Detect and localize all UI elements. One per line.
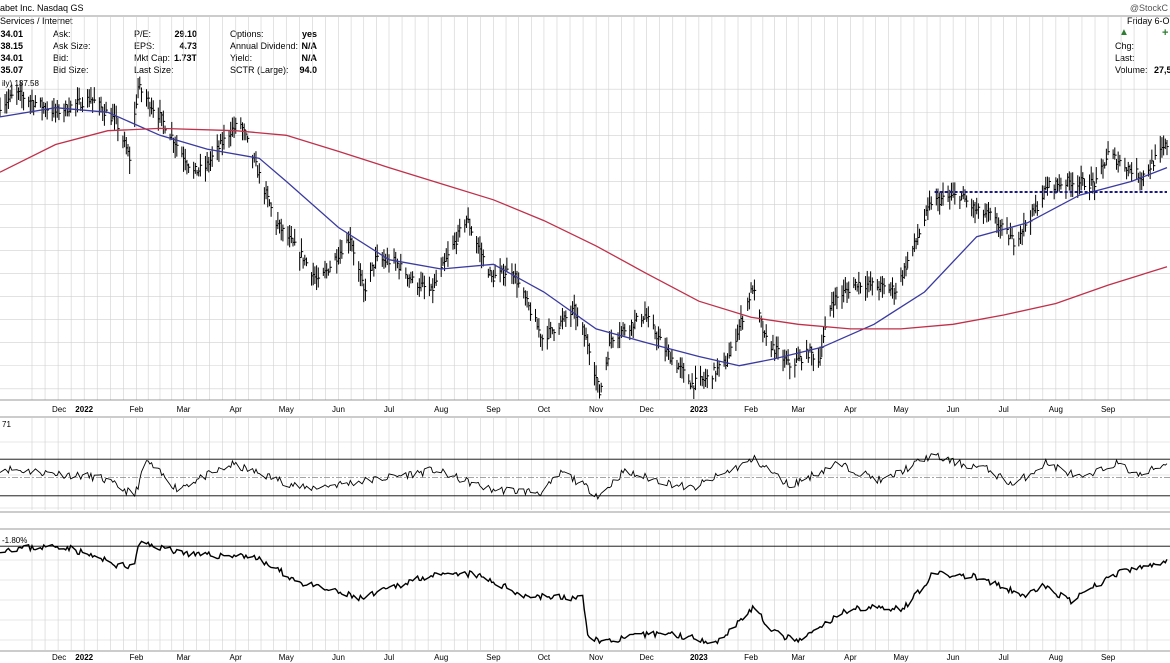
- options-label: Annual Dividend:: [230, 41, 299, 51]
- x-tick-label: Oct: [538, 653, 551, 662]
- ma50-line: [0, 107, 1168, 367]
- x-tick-label: Sep: [486, 653, 501, 662]
- options-value: 94.0: [299, 65, 317, 75]
- x-tick-label: 2022: [75, 405, 93, 414]
- x-tick-label: May: [893, 653, 908, 662]
- x-tick-label: Jun: [947, 653, 960, 662]
- x-tick-label: May: [893, 405, 908, 414]
- x-tick-label: Dec: [640, 405, 654, 414]
- quote-value: 34.01: [0, 29, 23, 39]
- x-tick-label: Jul: [384, 405, 394, 414]
- x-tick-label: Aug: [1049, 653, 1063, 662]
- x-tick-label: Mar: [177, 405, 191, 414]
- quote-values: 34.01 38.15 34.01 35.07: [0, 28, 23, 76]
- price-panel: ily) 137.58: [0, 76, 1169, 400]
- x-tick-label: Oct: [538, 405, 551, 414]
- rsi-panel-label: 71: [2, 420, 11, 429]
- x-tick-label: 2023: [690, 653, 708, 662]
- right-label: Chg:: [1115, 41, 1135, 51]
- options-value: N/A: [301, 41, 318, 51]
- x-tick-label: Nov: [589, 653, 603, 662]
- options-value: yes: [301, 29, 317, 39]
- quote-label: Ask Size:: [53, 41, 91, 51]
- x-tick-label: Apr: [844, 653, 857, 662]
- stats-label: Last Size:: [134, 65, 174, 75]
- stats-label: P/E:: [134, 29, 152, 39]
- x-tick-label: Jun: [947, 405, 960, 414]
- quote-value: 35.07: [0, 65, 23, 75]
- grid-layer: [0, 15, 1170, 652]
- options-label: Yield:: [230, 53, 253, 63]
- relative-panel-label: -1.80%: [2, 536, 27, 545]
- x-tick-label: Sep: [1101, 653, 1116, 662]
- x-tick-label: Feb: [744, 405, 758, 414]
- rsi-panel: 71: [0, 420, 1170, 501]
- x-tick-label: 2023: [690, 405, 708, 414]
- stats-label: EPS:: [134, 41, 155, 51]
- x-tick-label: Sep: [1101, 405, 1116, 414]
- x-tick-label: Jul: [384, 653, 394, 662]
- stats-labels: P/E: EPS: Mkt Cap: Last Size:: [134, 28, 174, 76]
- quote-value: 34.01: [0, 53, 23, 63]
- x-tick-label: Nov: [589, 405, 603, 414]
- watermark: @StockC: [1129, 3, 1168, 13]
- right-label: Volume:: [1115, 65, 1148, 75]
- x-tick-label: Apr: [230, 405, 243, 414]
- options-values: yes N/A N/A 94.0: [285, 28, 317, 76]
- stats-value: 1.73T: [173, 53, 197, 63]
- quote-date: Friday 6-O: [1127, 16, 1170, 26]
- x-tick-label: Apr: [230, 653, 243, 662]
- options-label: Options:: [230, 29, 264, 39]
- options-value: N/A: [301, 53, 318, 63]
- volume-value: 27,5: [1154, 65, 1170, 75]
- x-tick-label: Feb: [744, 653, 758, 662]
- x-tick-label: Jun: [332, 653, 345, 662]
- x-tick-label: Feb: [130, 653, 144, 662]
- x-tick-label: Mar: [791, 653, 805, 662]
- options-labels: Options: Annual Dividend: Yield: SCTR (L…: [230, 28, 298, 76]
- right-labels: Chg: Last: Volume: 27,5: [1115, 40, 1170, 76]
- quote-label: Bid Size:: [53, 65, 89, 75]
- x-tick-label: 2022: [75, 653, 93, 662]
- quote-value: 38.15: [0, 41, 23, 51]
- price-panel-label: ily) 137.58: [2, 79, 39, 88]
- change-sign: +: [1162, 27, 1169, 39]
- rsi-line: [0, 452, 1168, 501]
- x-tick-label: May: [279, 653, 294, 662]
- chart-title: abet Inc. Nasdaq GS: [0, 3, 84, 13]
- x-tick-label: Mar: [177, 653, 191, 662]
- quote-labels: Ask: Ask Size: Bid: Bid Size:: [53, 28, 91, 76]
- x-tick-label: Jul: [999, 405, 1009, 414]
- stats-value: 4.73: [179, 41, 197, 51]
- axis-layer: Dec Dec 2022 2022 Feb Feb Mar Mar Apr Apr May May Ju…: [52, 405, 1116, 662]
- ma200-line: [0, 127, 1168, 330]
- stats-values: 29.10 4.73 1.73T: [168, 28, 197, 76]
- up-triangle-icon: ▲: [1119, 27, 1129, 38]
- x-tick-label: Apr: [844, 405, 857, 414]
- quote-label: Ask:: [53, 29, 71, 39]
- relative-performance-panel: -1.80%: [0, 536, 1170, 645]
- stats-value: 29.10: [174, 29, 197, 39]
- x-tick-label: May: [279, 405, 294, 414]
- x-tick-label: Dec: [52, 405, 66, 414]
- relative-performance-line: [0, 540, 1168, 645]
- x-tick-label: Mar: [791, 405, 805, 414]
- x-tick-label: Dec: [52, 653, 66, 662]
- x-tick-label: Jun: [332, 405, 345, 414]
- x-tick-label: Sep: [486, 405, 501, 414]
- stats-label: Mkt Cap:: [134, 53, 171, 63]
- x-tick-label: Aug: [1049, 405, 1063, 414]
- quote-label: Bid:: [53, 53, 69, 63]
- x-tick-label: Feb: [130, 405, 144, 414]
- x-tick-label: Aug: [434, 653, 448, 662]
- industry-label: Services / Internet: [0, 16, 73, 26]
- x-tick-label: Dec: [640, 653, 654, 662]
- x-tick-label: Jul: [999, 653, 1009, 662]
- right-label: Last:: [1115, 53, 1135, 63]
- options-label: SCTR (Large):: [230, 65, 289, 75]
- x-tick-label: Aug: [434, 405, 448, 414]
- rsi-overbought-fill: [948, 457, 954, 460]
